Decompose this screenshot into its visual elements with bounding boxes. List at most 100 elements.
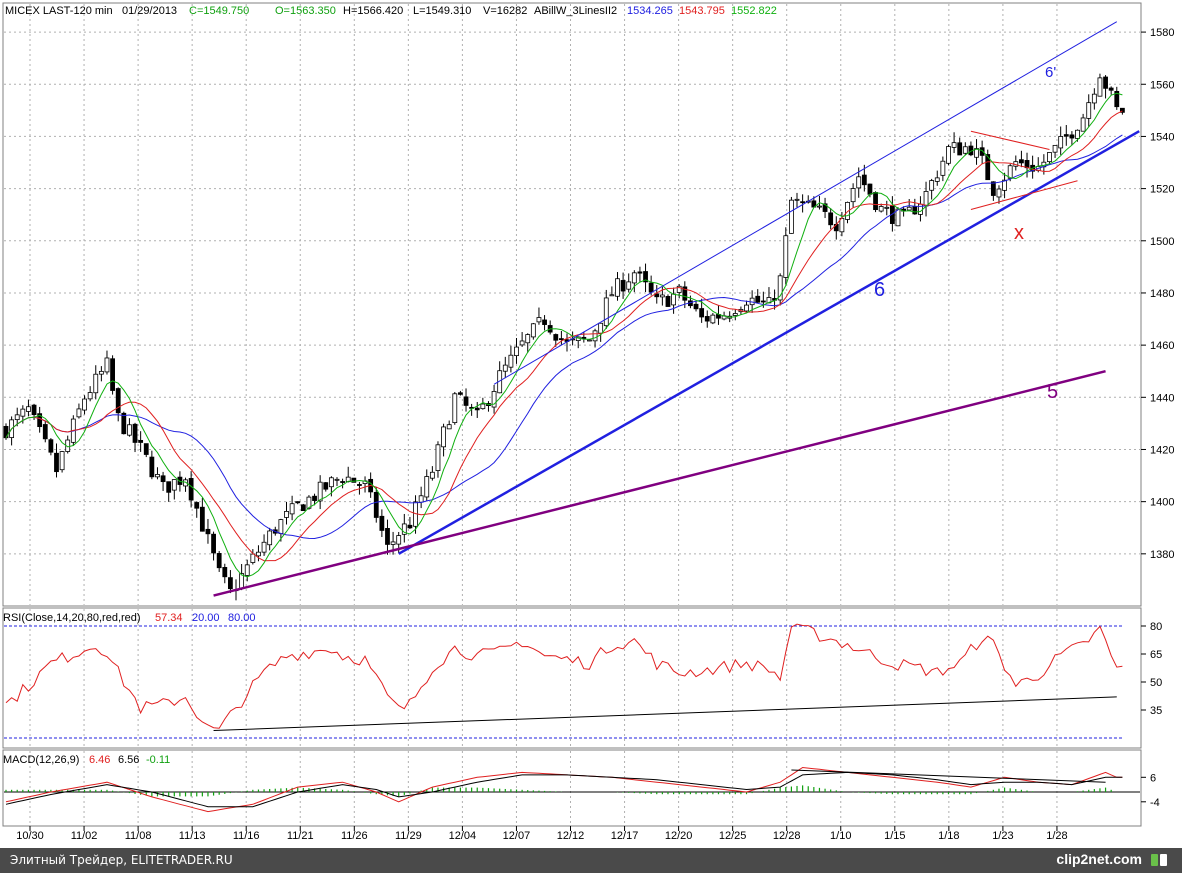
- candle-body: [418, 495, 424, 503]
- price-tick-label: 1480: [1150, 288, 1174, 300]
- annotation-5: 5: [1047, 381, 1058, 403]
- candle-body: [188, 478, 194, 501]
- candle-body: [379, 515, 385, 531]
- candle-body: [923, 191, 929, 207]
- candle-body: [424, 476, 430, 498]
- candle-body: [1052, 144, 1058, 153]
- candle-body: [1086, 102, 1092, 119]
- candle-body: [1069, 134, 1075, 139]
- x-tick-label: 12/07: [503, 830, 531, 842]
- header-high: H=1566.420: [343, 5, 403, 17]
- candle-body: [699, 308, 705, 318]
- x-tick-label: 11/21: [287, 830, 314, 842]
- price-tick-label: 1380: [1150, 549, 1174, 561]
- price-tick-label: 1440: [1150, 392, 1174, 404]
- candle-body: [351, 477, 357, 483]
- candle-body: [446, 424, 452, 430]
- candle-body: [1114, 90, 1120, 108]
- candle-body: [794, 198, 800, 201]
- candle-body: [654, 293, 660, 298]
- candle-body: [962, 146, 968, 154]
- candle-body: [542, 319, 547, 325]
- x-tick-label: 11/13: [179, 830, 206, 842]
- candle-body: [777, 275, 783, 301]
- candle-body: [474, 407, 480, 411]
- candle-body: [906, 206, 912, 211]
- candle-body: [127, 424, 132, 436]
- candle-body: [155, 474, 160, 478]
- candle-body: [306, 496, 312, 509]
- candle-body: [160, 475, 166, 483]
- candle-body: [603, 297, 609, 327]
- rsi-tick-label: 35: [1150, 705, 1162, 717]
- candle-body: [1091, 93, 1097, 104]
- candle-body: [631, 272, 637, 284]
- candle-body: [31, 404, 37, 416]
- candle-body: [626, 281, 632, 290]
- x-tick-label: 11/08: [125, 830, 152, 842]
- candle-body: [199, 506, 205, 532]
- x-tick-label: 12/28: [773, 830, 801, 842]
- price-tick-label: 1540: [1150, 131, 1174, 143]
- macd-tick-label: -4: [1150, 797, 1160, 809]
- candle-body: [519, 340, 525, 346]
- candle-body: [93, 373, 99, 394]
- candle-body: [817, 205, 822, 208]
- candle-body: [985, 154, 991, 181]
- x-tick-label: 12/25: [719, 830, 747, 842]
- moving-average-red: [5, 110, 1123, 562]
- x-tick-label: 1/18: [938, 830, 959, 842]
- candle-body: [323, 482, 329, 490]
- header-close: C=1549.750: [189, 5, 249, 17]
- price-tick-label: 1520: [1150, 184, 1174, 196]
- x-tick-label: 11/29: [395, 830, 422, 842]
- candle-body: [98, 370, 104, 375]
- candle-body: [143, 443, 149, 455]
- candle-body: [278, 519, 284, 534]
- candle-body: [1007, 165, 1013, 179]
- candle-body: [183, 479, 188, 487]
- price-tick-label: 1460: [1150, 340, 1174, 352]
- candle-body: [643, 271, 648, 283]
- candle-body: [1047, 152, 1052, 163]
- candle-body: [946, 146, 951, 164]
- candle-body: [1097, 77, 1103, 97]
- candle-body: [682, 286, 688, 301]
- candle-body: [121, 412, 127, 435]
- x-tick-label: 11/26: [341, 830, 368, 842]
- macd-signal: 6.56: [118, 754, 139, 766]
- candle-body: [957, 142, 963, 156]
- candle-body: [912, 206, 918, 215]
- rsi-trendline: [213, 696, 1117, 732]
- candle-body: [205, 528, 211, 535]
- candle-body: [256, 551, 261, 557]
- candle-body: [581, 336, 587, 339]
- candle-body: [1103, 76, 1108, 89]
- candle-body: [166, 481, 172, 493]
- candle-body: [732, 313, 738, 316]
- footer-brand: clip2net.com: [1056, 851, 1142, 867]
- clip2net-logo-icon: [1151, 854, 1167, 866]
- candle-body: [480, 403, 486, 410]
- candle-body: [115, 388, 121, 414]
- price-tick-label: 1400: [1150, 497, 1174, 509]
- candle-body: [244, 564, 250, 576]
- candle-body: [783, 235, 789, 278]
- candle-body: [918, 203, 923, 215]
- candle-body: [357, 484, 362, 486]
- footer-bar: Элитный Трейдер, ELITETRADER.RU clip2net…: [0, 848, 1182, 873]
- candle-body: [334, 478, 340, 481]
- price-tick-label: 1500: [1150, 236, 1174, 248]
- candle-body: [390, 541, 396, 545]
- candle-body: [284, 511, 289, 518]
- candle-body: [261, 541, 267, 553]
- candle-body: [211, 533, 216, 554]
- candle-body: [598, 322, 604, 334]
- candle-body: [104, 357, 110, 373]
- candle-body: [3, 426, 9, 439]
- candle-body: [502, 364, 508, 372]
- candle-body: [659, 294, 665, 298]
- rsi-value: 57.34: [155, 612, 183, 624]
- candle-body: [82, 398, 87, 411]
- candle-body: [435, 444, 441, 471]
